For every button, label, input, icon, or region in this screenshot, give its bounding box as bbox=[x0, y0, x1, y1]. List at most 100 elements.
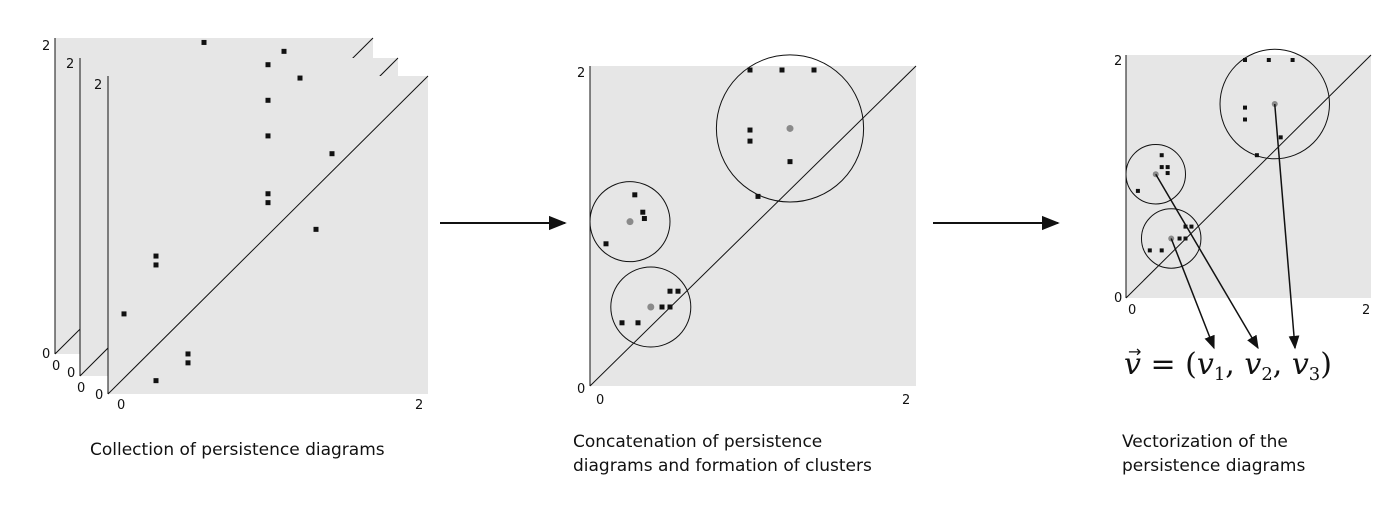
stack-point-7 bbox=[265, 200, 271, 206]
cluster-circle-0 bbox=[1125, 143, 1186, 205]
stack-point-12 bbox=[297, 75, 303, 81]
stack-point-2 bbox=[185, 351, 191, 357]
vector-point-16 bbox=[1266, 58, 1271, 62]
front-diagram-x-min: 0 bbox=[117, 398, 125, 413]
vector-x-min: 0 bbox=[1128, 303, 1136, 318]
vector-point-3 bbox=[1165, 171, 1170, 176]
component-2: v bbox=[1244, 347, 1261, 382]
cluster-circle-1 bbox=[1140, 208, 1202, 269]
vector-y-max: 2 bbox=[1114, 54, 1122, 69]
back-diagram-y-max: 2 bbox=[42, 39, 50, 54]
component-arrow-3 bbox=[1274, 103, 1300, 350]
vector-x-max: 2 bbox=[1362, 303, 1370, 318]
stack-point-8 bbox=[265, 191, 271, 197]
concat-point-6 bbox=[659, 304, 665, 310]
concat-point-3 bbox=[641, 216, 647, 222]
component-3: v bbox=[1292, 347, 1309, 382]
concat-point-2 bbox=[640, 209, 646, 215]
vector-point-8 bbox=[1183, 236, 1188, 241]
front-diagram-y-min: 0 bbox=[95, 388, 103, 403]
caption-vectorization-line-2: persistence diagrams bbox=[1122, 456, 1306, 476]
cluster-centroid-0 bbox=[626, 218, 634, 226]
vector-point-14 bbox=[1243, 105, 1247, 110]
concat-diagonal bbox=[589, 65, 917, 387]
caption-vectorization: Vectorization of the persistence diagram… bbox=[1122, 430, 1305, 478]
caption-vectorization-line-1: Vectorization of the bbox=[1122, 432, 1288, 452]
vector-diagonal bbox=[1125, 54, 1372, 299]
middle-diagram-y-max: 2 bbox=[66, 57, 74, 72]
vector-point-6 bbox=[1159, 248, 1164, 253]
caption-collection: Collection of persistence diagrams bbox=[90, 438, 385, 462]
component-arrow-1 bbox=[1170, 238, 1215, 350]
centroid-to-component-arrows bbox=[1155, 103, 1300, 350]
vector-formula: v = (v1, v2, v3) bbox=[1124, 347, 1332, 385]
concat-point-1 bbox=[632, 192, 638, 198]
concat-x-min: 0 bbox=[596, 393, 604, 408]
concat-point-15 bbox=[779, 67, 785, 73]
caption-concatenation-line-2: diagrams and formation of clusters bbox=[573, 456, 872, 476]
vector-point-12 bbox=[1278, 135, 1283, 140]
caption-collection-line: Collection of persistence diagrams bbox=[90, 440, 385, 460]
stack-point-6 bbox=[313, 226, 319, 232]
caption-concatenation-line-1: Concatenation of persistence bbox=[573, 432, 823, 452]
cluster-centroid-1 bbox=[647, 303, 655, 311]
concat-point-14 bbox=[747, 67, 753, 73]
concat-point-12 bbox=[747, 138, 753, 144]
vector-symbol: v bbox=[1124, 347, 1141, 382]
stack-point-14 bbox=[281, 48, 287, 54]
vectorized-diagram-panel: 2 0 0 2 v = (v1, v2, v3) → bbox=[1114, 48, 1372, 385]
concat-y-min: 0 bbox=[577, 382, 585, 397]
vector-clusters bbox=[1125, 48, 1330, 269]
cluster-circle-2 bbox=[1219, 48, 1330, 160]
stacked-diagrams-panel: 2 0 0 2 0 0 2 0 0 2 bbox=[42, 37, 429, 413]
middle-diagram-x-min: 0 bbox=[77, 381, 85, 396]
concat-points bbox=[603, 67, 817, 326]
vector-point-13 bbox=[1243, 117, 1247, 122]
concat-x-max: 2 bbox=[902, 393, 910, 408]
component-arrow-2 bbox=[1155, 173, 1259, 350]
stack-point-11 bbox=[265, 97, 271, 103]
vector-point-9 bbox=[1183, 224, 1188, 229]
concatenated-diagram-panel: 2 0 0 2 bbox=[577, 54, 917, 408]
back-diagram-x-min: 0 bbox=[52, 359, 60, 374]
concat-point-7 bbox=[667, 304, 673, 310]
stack-point-1 bbox=[185, 360, 191, 366]
concat-point-9 bbox=[675, 288, 681, 294]
stack-point-10 bbox=[265, 133, 271, 139]
stack-point-9 bbox=[329, 151, 335, 157]
concat-point-10 bbox=[755, 193, 761, 199]
vector-point-11 bbox=[1254, 153, 1259, 158]
concat-point-0 bbox=[603, 241, 609, 247]
vector-point-5 bbox=[1147, 248, 1152, 253]
concat-point-11 bbox=[787, 159, 793, 165]
cluster-circle-2 bbox=[715, 54, 865, 203]
vector-arrow-accent: → bbox=[1128, 342, 1141, 361]
vector-point-2 bbox=[1159, 165, 1164, 170]
stack-point-4 bbox=[153, 253, 159, 259]
middle-diagram-y-min: 0 bbox=[67, 366, 75, 381]
vector-point-1 bbox=[1159, 153, 1164, 158]
caption-concatenation: Concatenation of persistence diagrams an… bbox=[573, 430, 872, 478]
stack-point-13 bbox=[265, 62, 271, 68]
front-diagram-y-max: 2 bbox=[94, 78, 102, 93]
stack-point-0 bbox=[153, 378, 159, 384]
vector-point-0 bbox=[1135, 188, 1140, 193]
stack-point-3 bbox=[121, 311, 127, 317]
front-diagram-x-max: 2 bbox=[415, 398, 423, 413]
concat-point-8 bbox=[667, 288, 673, 294]
vector-point-17 bbox=[1290, 58, 1295, 62]
vector-y-min: 0 bbox=[1114, 291, 1122, 306]
concat-y-max: 2 bbox=[577, 66, 585, 81]
stack-points bbox=[121, 39, 335, 384]
concat-point-16 bbox=[811, 67, 817, 73]
concat-point-5 bbox=[635, 320, 641, 326]
stack-point-15 bbox=[201, 39, 207, 45]
concat-point-4 bbox=[619, 320, 625, 326]
concat-point-13 bbox=[747, 127, 753, 133]
component-1: v bbox=[1197, 347, 1214, 382]
vector-point-7 bbox=[1177, 236, 1182, 241]
cluster-circle-0 bbox=[589, 181, 671, 263]
vector-point-4 bbox=[1165, 165, 1170, 170]
cluster-circle-1 bbox=[610, 266, 692, 348]
stack-point-5 bbox=[153, 262, 159, 268]
